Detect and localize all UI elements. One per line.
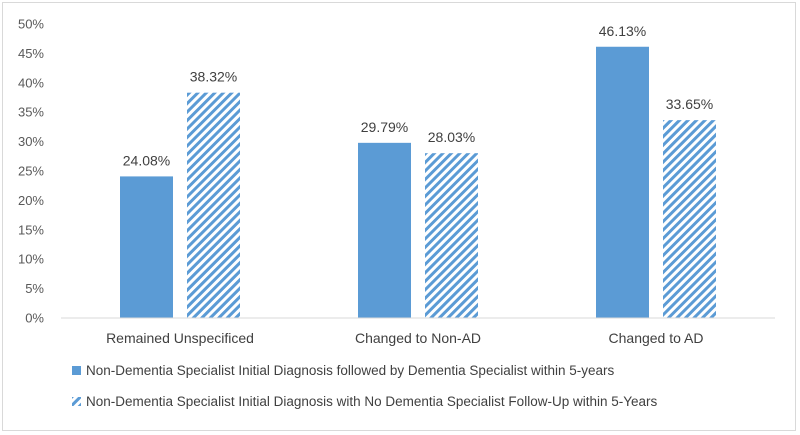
x-category-label: Changed to AD <box>609 330 704 346</box>
bar-no-followup-1 <box>425 153 478 318</box>
x-category-label: Remained Unspecificed <box>106 330 254 346</box>
y-tick-label: 5% <box>25 281 44 296</box>
y-tick-label: 45% <box>18 46 44 61</box>
y-tick-label: 30% <box>18 134 44 149</box>
y-tick-label: 15% <box>18 222 44 237</box>
x-axis-categories: Remained Unspecificed Changed to Non-AD Ch… <box>106 330 703 346</box>
y-tick-label: 40% <box>18 75 44 90</box>
data-label: 33.65% <box>666 96 713 112</box>
y-tick-label: 25% <box>18 164 44 179</box>
legend-label: Non-Dementia Specialist Initial Diagnosi… <box>86 363 614 378</box>
bar-followed-1 <box>358 142 411 318</box>
data-label: 24.08% <box>123 152 170 168</box>
bar-no-followup-0 <box>187 92 240 318</box>
data-label: 29.79% <box>361 119 408 135</box>
y-tick-label: 35% <box>18 105 44 120</box>
bars: 24.08% 38.32% 29.79% 28.03% 46.13% 33.65% <box>120 23 716 318</box>
y-tick-label: 10% <box>18 252 44 267</box>
y-tick-label: 0% <box>25 311 44 326</box>
legend: Non-Dementia Specialist Initial Diagnosi… <box>72 363 657 409</box>
x-category-label: Changed to Non-AD <box>355 330 481 346</box>
legend-swatch <box>72 366 81 375</box>
y-tick-label: 50% <box>18 17 44 32</box>
y-tick-label: 20% <box>18 193 44 208</box>
legend-label: Non-Dementia Specialist Initial Diagnosi… <box>86 394 657 409</box>
data-label: 28.03% <box>428 129 475 145</box>
bar-followed-0 <box>120 176 173 318</box>
bar-followed-2 <box>596 46 649 318</box>
bar-no-followup-2 <box>663 120 716 318</box>
data-label: 46.13% <box>599 23 646 39</box>
y-axis: 0% 5% 10% 15% 20% 25% 30% 35% 40% 45% 50% <box>18 17 44 326</box>
data-label: 38.32% <box>190 69 237 85</box>
legend-swatch <box>72 397 81 406</box>
